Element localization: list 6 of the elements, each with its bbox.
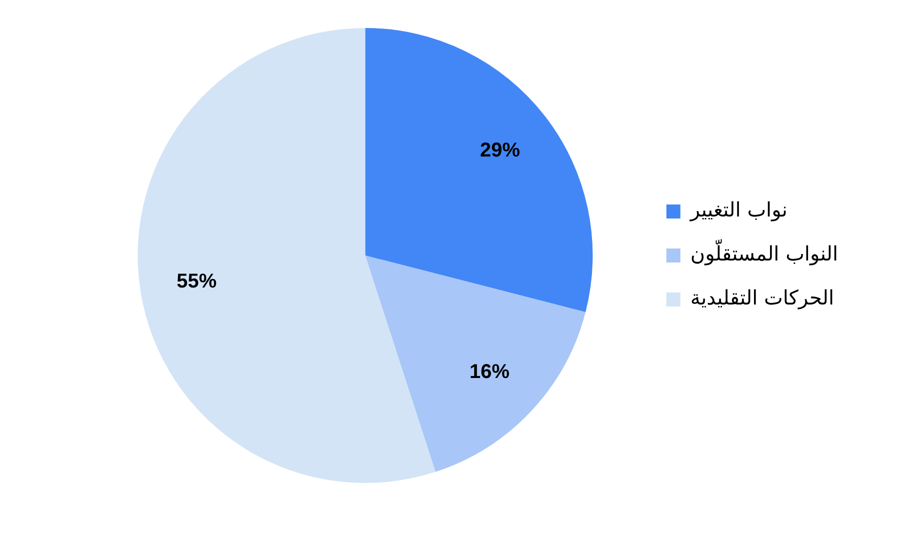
data-label: 55% <box>176 270 217 293</box>
data-label: 29% <box>480 139 520 162</box>
data-label: 16% <box>470 360 510 383</box>
legend-label: الحركات التقليدية <box>690 286 834 310</box>
legend-label: النواب المستقلّون <box>690 238 838 266</box>
legend-label: نواب التغيير <box>689 198 788 222</box>
